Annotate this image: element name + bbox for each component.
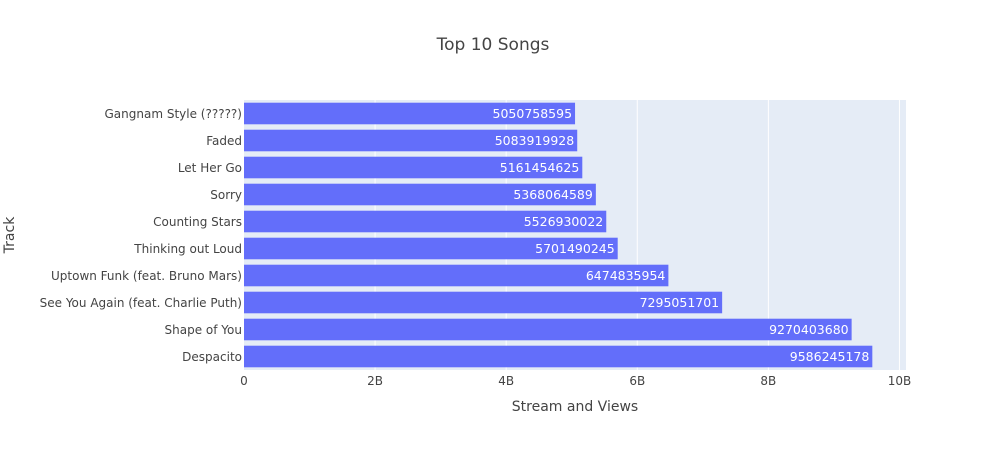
y-tick-label: Uptown Funk (feat. Bruno Mars) [51, 269, 242, 283]
x-axis-title: Stream and Views [512, 399, 638, 415]
bar-value-label: 9270403680 [769, 322, 849, 337]
x-tick-label: 0 [240, 374, 248, 388]
x-tick-label: 4B [498, 374, 514, 388]
bar [244, 237, 618, 260]
y-tick-label: Gangnam Style (?????) [104, 107, 242, 121]
y-tick-label: See You Again (feat. Charlie Puth) [40, 296, 242, 310]
x-tick-label: 8B [760, 374, 776, 388]
bar [244, 210, 607, 233]
y-tick-label: Sorry [210, 188, 242, 202]
y-tick-label: Faded [206, 134, 242, 148]
y-tick-labels: Gangnam Style (?????) Faded Let Her Go Sorr… [40, 107, 242, 364]
bars [244, 102, 873, 368]
bar-value-label: 5701490245 [535, 241, 615, 256]
y-tick-label: Shape of You [165, 323, 242, 337]
bar-value-label: 5050758595 [493, 106, 573, 121]
y-tick-label: Let Her Go [178, 161, 242, 175]
bar-value-label: 5083919928 [495, 133, 575, 148]
x-tick-label: 2B [367, 374, 383, 388]
bar-value-label: 9586245178 [790, 349, 870, 364]
chart-title: Top 10 Songs [436, 35, 550, 55]
x-tick-label: 10B [888, 374, 912, 388]
x-tick-label: 6B [629, 374, 645, 388]
bar-value-labels: 5050758595 5083919928 5161454625 5368064589… [493, 106, 870, 364]
bar [244, 291, 723, 314]
bar-value-label: 5526930022 [524, 214, 604, 229]
bar [244, 318, 852, 341]
y-tick-label: Counting Stars [153, 215, 242, 229]
x-tick-labels: 0 2B 4B 6B 8B 10B [240, 374, 911, 388]
bar-value-label: 5368064589 [513, 187, 593, 202]
bar [244, 345, 873, 368]
y-tick-label: Thinking out Loud [133, 242, 242, 256]
bar-value-label: 6474835954 [586, 268, 666, 283]
bar [244, 156, 583, 179]
y-tick-label: Despacito [182, 350, 242, 364]
bar [244, 102, 576, 125]
bar [244, 183, 596, 206]
bar-value-label: 7295051701 [640, 295, 720, 310]
bar-value-label: 5161454625 [500, 160, 580, 175]
y-axis-title: Track [2, 216, 18, 255]
bar [244, 129, 578, 152]
bar [244, 264, 669, 287]
